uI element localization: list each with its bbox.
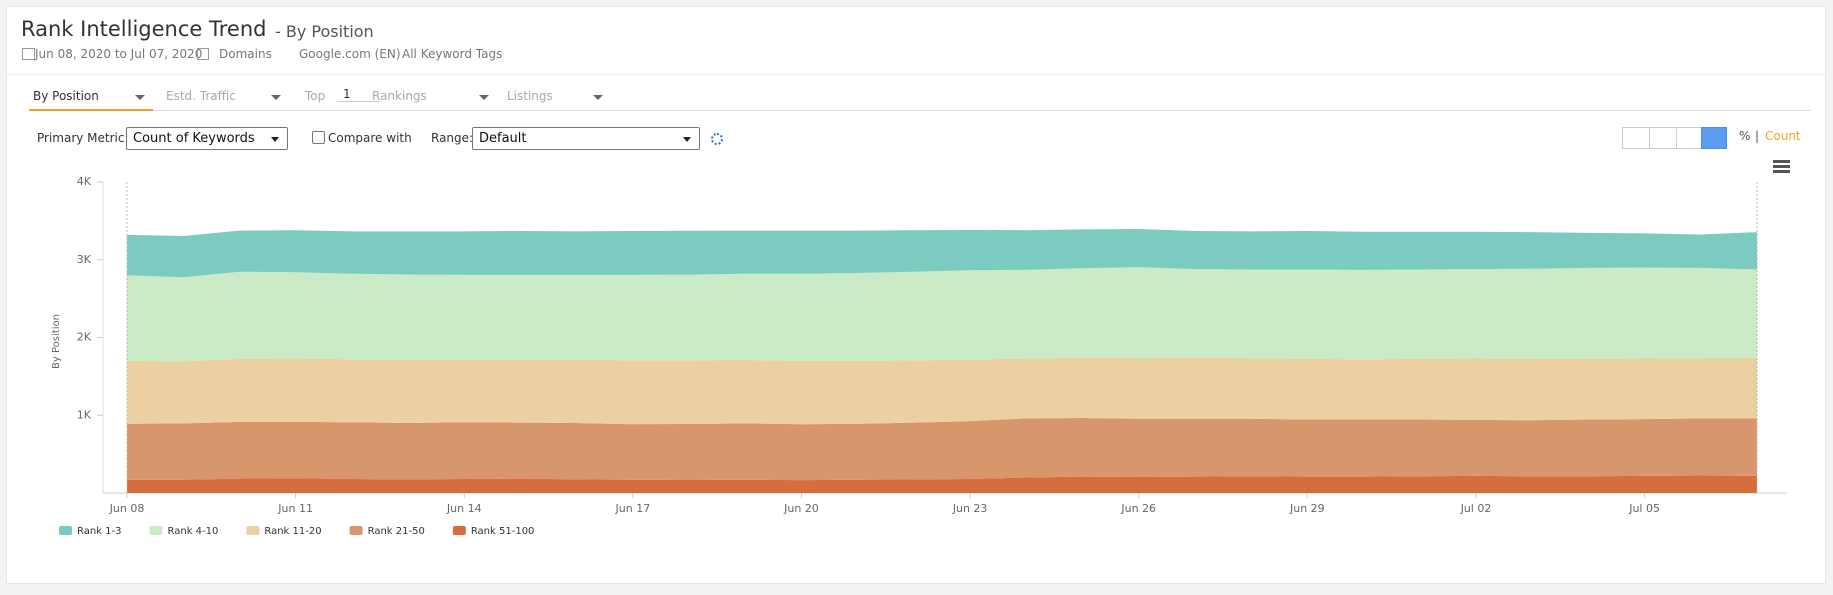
tab-line	[29, 110, 1811, 111]
legend-swatch	[246, 526, 260, 535]
tab[interactable]: Estd. Traffic	[166, 89, 236, 103]
range-select[interactable]: Default	[472, 127, 700, 150]
x-tick-label: Jul 02	[1460, 502, 1492, 515]
x-tick-label: Jul 05	[1628, 502, 1660, 515]
date-range[interactable]: Jun 08, 2020 to Jul 07, 2020	[35, 47, 203, 61]
x-tick-label: Jun 23	[952, 502, 988, 515]
chart: 1K 2K 3K 4K By Position Jun 08 Jun 11 Jun 14 Jun…	[51, 175, 1787, 537]
y-tick-label: 1K	[77, 408, 92, 421]
settings-icon[interactable]	[711, 133, 723, 145]
area	[127, 229, 1757, 278]
legend-label: Rank 11-20	[264, 526, 321, 537]
area	[127, 475, 1757, 493]
legend-swatch	[59, 526, 72, 535]
divider	[7, 74, 1825, 75]
area	[127, 357, 1757, 425]
chart-button-active[interactable]	[1701, 127, 1727, 149]
subtitle: - By Position	[275, 22, 374, 41]
legend-label: Rank 51-100	[471, 526, 535, 537]
metric-label: Primary Metric:	[37, 131, 129, 145]
menu-icon[interactable]	[1773, 160, 1790, 163]
legend-label: Rank 4-10	[168, 526, 219, 537]
tags[interactable]: All Keyword Tags	[402, 47, 503, 61]
x-tick-label: Jun 29	[1289, 502, 1325, 515]
tab[interactable]: By Position	[33, 89, 99, 103]
toggle-separator: |	[1755, 129, 1760, 143]
calendar-icon	[197, 48, 209, 60]
caret	[135, 95, 145, 105]
engine[interactable]: Google.com (EN)	[299, 47, 401, 61]
x-tick-label: Jun 20	[783, 502, 819, 515]
y-axis-label: By Position	[51, 314, 62, 369]
panel: Rank Intelligence Trend - By Position Ju…	[6, 6, 1826, 584]
caret	[271, 95, 281, 105]
domains[interactable]: Domains	[219, 47, 272, 61]
legend-swatch	[149, 526, 163, 535]
compare-label: Compare with	[328, 131, 412, 145]
percent-toggle[interactable]: %	[1739, 129, 1751, 143]
top-input[interactable]: 1	[337, 87, 379, 102]
caret	[593, 95, 603, 105]
tab[interactable]: Rankings	[372, 89, 427, 103]
legend-swatch	[349, 526, 363, 535]
y-tick-label: 3K	[77, 253, 92, 266]
checkbox[interactable]	[312, 131, 325, 144]
y-tick-label: 4K	[77, 175, 92, 188]
tab[interactable]: Listings	[507, 89, 553, 103]
x-tick-label: Jun 14	[446, 502, 482, 515]
caret	[479, 95, 489, 105]
range-label: Range:	[431, 131, 474, 145]
title: Rank Intelligence Trend	[21, 17, 267, 41]
metric-select[interactable]: Count of Keywords	[126, 127, 288, 150]
legend-label: Rank 21-50	[368, 526, 425, 537]
area	[127, 267, 1757, 362]
x-tick-label: Jun 17	[615, 502, 651, 515]
area	[127, 417, 1757, 481]
count-toggle[interactable]: Count	[1765, 129, 1801, 143]
x-tick-label: Jun 11	[277, 502, 313, 515]
y-tick-label: 2K	[77, 331, 92, 344]
legend-swatch	[452, 526, 466, 535]
tab-active	[29, 109, 153, 111]
legend-label: Rank 1-3	[77, 526, 122, 537]
calendar-icon	[22, 48, 35, 60]
x-tick-label: Jun 26	[1120, 502, 1156, 515]
x-tick-label: Jun 08	[109, 502, 145, 515]
top-label: Top	[305, 89, 326, 103]
